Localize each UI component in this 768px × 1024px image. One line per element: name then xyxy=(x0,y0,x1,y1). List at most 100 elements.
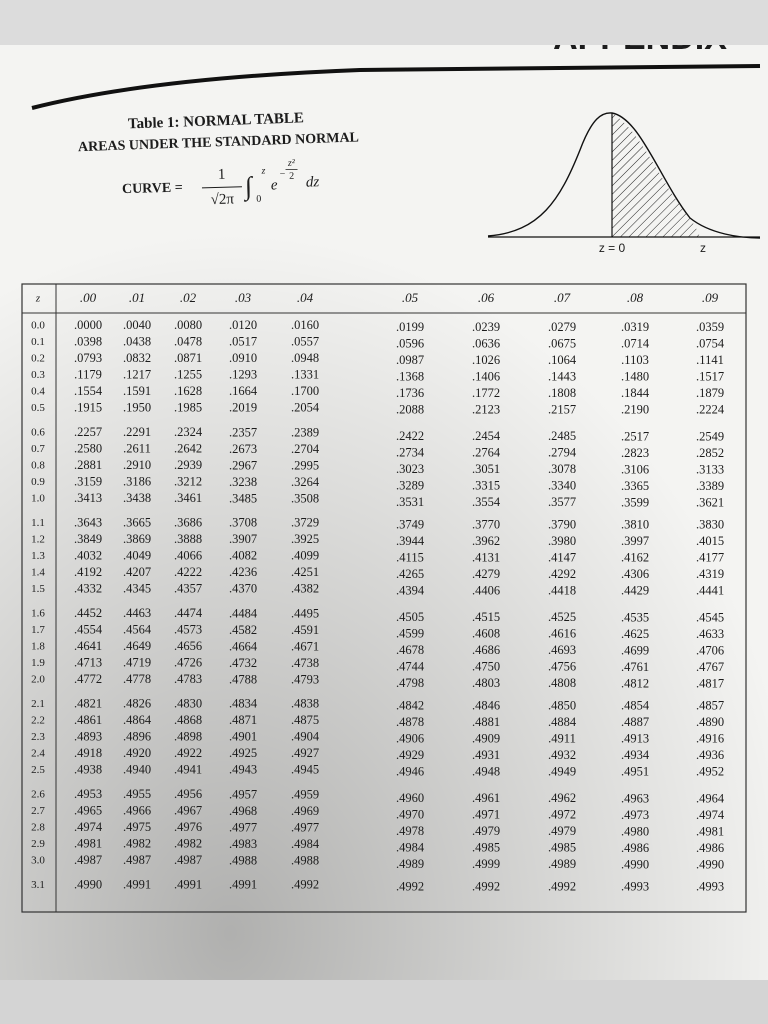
cell-value: .3962 xyxy=(472,534,500,548)
column-header: .03 xyxy=(235,290,252,305)
cell-value: .3944 xyxy=(396,534,425,548)
cell-value: .2939 xyxy=(174,458,202,472)
cell-value: .3554 xyxy=(472,495,501,509)
cell-value: .4726 xyxy=(174,656,202,670)
z-value: 0.4 xyxy=(31,386,45,398)
cell-value: .0199 xyxy=(396,320,424,334)
formula-numerator: 1 xyxy=(218,167,226,183)
cell-value: .1141 xyxy=(696,353,724,367)
cell-value: .4968 xyxy=(229,804,257,818)
z-value: 2.1 xyxy=(31,698,45,710)
cell-value: .4207 xyxy=(123,565,151,579)
z-value: 2.2 xyxy=(31,715,45,727)
cell-value: .4991 xyxy=(174,878,202,892)
cell-value: .4826 xyxy=(123,696,151,710)
cell-value: .4868 xyxy=(174,713,202,727)
cell-value: .4032 xyxy=(74,548,102,562)
cell-value: .4936 xyxy=(696,748,724,762)
cell-value: .4850 xyxy=(548,699,576,713)
formula-denominator: √2π xyxy=(210,191,234,208)
column-header: .01 xyxy=(129,290,145,305)
cell-value: .0910 xyxy=(229,351,257,365)
cell-value: .2454 xyxy=(472,429,501,443)
cell-value: .4960 xyxy=(396,791,424,805)
cell-value: .1480 xyxy=(621,370,649,384)
cell-value: .4656 xyxy=(174,639,202,653)
cell-value: .1406 xyxy=(472,369,500,383)
z-value: 2.8 xyxy=(31,822,45,834)
z-value: 2.6 xyxy=(31,789,45,801)
cell-value: .4987 xyxy=(174,853,202,867)
cell-value: .3686 xyxy=(174,516,202,530)
cell-value: .2734 xyxy=(396,445,425,459)
cell-value: .4989 xyxy=(548,857,576,871)
cell-value: .0557 xyxy=(291,335,319,349)
table-border xyxy=(21,283,747,913)
cell-value: .1808 xyxy=(548,386,576,400)
cell-value: .4319 xyxy=(696,567,724,581)
bell-curve-figure: z = 0 z xyxy=(487,112,761,255)
cell-value: .4495 xyxy=(291,607,319,621)
cell-value: .0596 xyxy=(396,336,424,350)
z-value: 3.1 xyxy=(31,879,45,891)
cell-value: .3186 xyxy=(123,475,151,489)
cell-value: .4962 xyxy=(548,791,576,805)
z-value: 1.4 xyxy=(31,567,45,579)
cell-value: .4861 xyxy=(74,713,102,727)
cell-value: .1844 xyxy=(621,386,650,400)
cell-value: .0080 xyxy=(174,318,202,332)
cell-value: .4236 xyxy=(229,565,257,579)
cell-value: .0675 xyxy=(548,337,576,351)
cell-value: .4066 xyxy=(174,549,202,563)
cell-value: .4854 xyxy=(621,699,650,713)
cell-value: .3078 xyxy=(548,462,576,476)
cell-value: .1628 xyxy=(174,384,202,398)
cell-value: .2852 xyxy=(696,446,724,460)
cell-value: .4941 xyxy=(174,763,202,777)
cell-value: .4525 xyxy=(548,610,576,624)
cell-value: .4988 xyxy=(291,854,319,868)
cell-value: .4357 xyxy=(174,582,202,596)
cell-value: .4991 xyxy=(123,877,151,891)
cell-value: .4875 xyxy=(291,713,319,727)
cell-value: .4988 xyxy=(229,853,257,867)
cell-value: .4744 xyxy=(396,659,425,673)
cell-value: .4898 xyxy=(174,730,202,744)
cell-value: .4974 xyxy=(696,808,725,822)
cell-value: .3365 xyxy=(621,479,649,493)
cell-value: .4999 xyxy=(472,857,500,871)
cell-value: .3577 xyxy=(548,495,576,509)
cell-value: .1368 xyxy=(396,369,424,383)
cell-value: .1736 xyxy=(396,386,424,400)
cell-value: .4927 xyxy=(291,746,319,760)
cell-value: .4952 xyxy=(696,765,724,779)
cell-value: .1103 xyxy=(621,353,649,367)
cell-value: .4956 xyxy=(174,787,202,801)
cell-value: .4986 xyxy=(696,841,724,855)
cell-value: .4817 xyxy=(696,676,724,690)
cell-value: .4973 xyxy=(621,808,649,822)
cell-value: .4972 xyxy=(548,808,576,822)
cell-value: .4332 xyxy=(74,581,102,595)
cell-value: .4394 xyxy=(396,583,425,597)
cell-value: .2324 xyxy=(174,425,203,439)
cell-value: .4983 xyxy=(229,837,257,851)
cell-value: .2580 xyxy=(74,441,102,455)
cell-value: .4292 xyxy=(548,567,576,581)
cell-value: .4938 xyxy=(74,762,102,776)
mean-label: z = 0 xyxy=(599,241,626,255)
z-value: 2.4 xyxy=(31,748,45,760)
cell-value: .1985 xyxy=(174,401,202,415)
shaded-area xyxy=(612,113,700,237)
cell-value: .4985 xyxy=(548,841,576,855)
cell-value: .4719 xyxy=(123,656,151,670)
cell-value: .0793 xyxy=(74,351,102,365)
cell-value: .4953 xyxy=(74,787,102,801)
cell-value: .0398 xyxy=(74,334,102,348)
cell-value: .3810 xyxy=(621,518,649,532)
cell-value: .4265 xyxy=(396,567,424,581)
column-header: .09 xyxy=(702,290,719,305)
cell-value: .4906 xyxy=(396,731,424,745)
column-header: z xyxy=(35,293,41,305)
cell-value: .4599 xyxy=(396,626,424,640)
